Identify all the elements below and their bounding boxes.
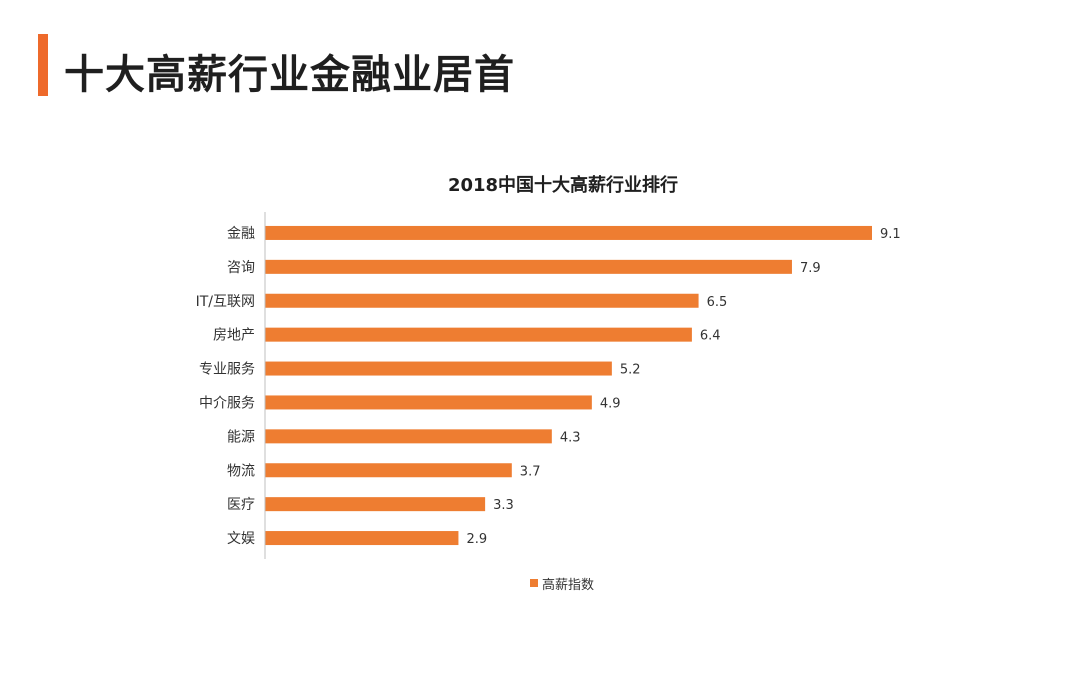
- chart-title: 2018中国十大高薪行业排行: [448, 174, 678, 196]
- value-label: 6.4: [700, 329, 721, 344]
- category-label: 医疗: [227, 497, 255, 513]
- category-label: 咨询: [227, 260, 255, 276]
- legend: 高薪指数: [530, 577, 594, 593]
- bars-group: 金融 9.1 咨询 7.9 IT/互联网 6.5 房地产 6.4 专业服务 5.2 中介服务 4.9 能…: [196, 225, 901, 547]
- page-title: 十大高薪行业金融业居首: [64, 52, 515, 98]
- bar: [265, 327, 692, 342]
- legend-label: 高薪指数: [542, 577, 594, 593]
- value-label: 3.3: [493, 498, 514, 513]
- bar: [265, 293, 699, 308]
- value-label: 4.3: [560, 430, 581, 445]
- legend-swatch: [530, 579, 538, 587]
- value-label: 7.9: [800, 261, 821, 276]
- category-label: 金融: [227, 226, 255, 242]
- value-label: 4.9: [600, 396, 621, 411]
- value-label: 9.1: [880, 227, 901, 242]
- bar: [265, 395, 592, 410]
- category-label: 能源: [227, 429, 255, 445]
- title-accent-bar: [38, 34, 48, 96]
- category-label: 物流: [227, 463, 255, 479]
- category-label: 房地产: [213, 328, 255, 344]
- bar: [265, 361, 612, 376]
- bar: [265, 429, 552, 444]
- value-label: 3.7: [520, 464, 541, 479]
- category-label: 专业服务: [199, 362, 255, 378]
- category-label: 中介服务: [199, 395, 255, 411]
- bar: [265, 531, 459, 546]
- category-label: IT/互联网: [196, 294, 255, 310]
- bar: [265, 497, 486, 512]
- bar: [265, 463, 512, 478]
- value-label: 2.9: [466, 532, 487, 547]
- category-label: 文娱: [227, 531, 255, 547]
- value-label: 6.5: [707, 295, 728, 310]
- bar: [265, 259, 792, 274]
- value-label: 5.2: [620, 363, 641, 378]
- bar: [265, 225, 872, 240]
